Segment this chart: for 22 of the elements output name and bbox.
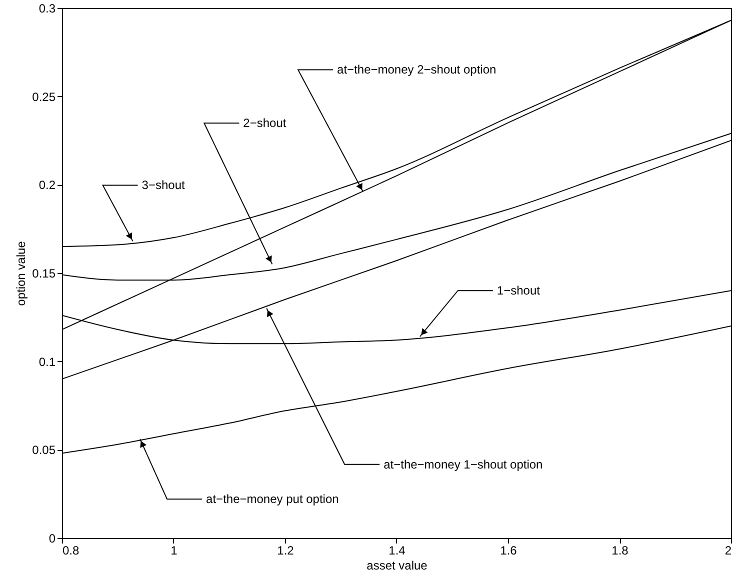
y-tick-label: 0.15 [32,266,56,280]
annotation: at−the−money 1−shout option [384,457,543,472]
x-tick-label: 1.4 [388,544,406,558]
y-tick-label: 0.05 [32,443,56,458]
x-tick-label: 1.8 [612,544,629,558]
y-axis-title: option value [14,240,28,306]
x-tick-label: 1.6 [500,544,518,558]
annotation: 1−shout [496,284,541,298]
y-tick-label: 0 [48,532,56,546]
x-tick-label: 0.8 [62,544,80,558]
annotation: 3−shout [142,178,186,192]
annotation: 2−shout [243,116,287,130]
annotation: at−the−money put option [206,492,339,506]
y-tick-label: 0.3 [38,2,56,16]
y-tick-label: 0.2 [38,178,56,192]
y-tick-label: 0.1 [38,354,56,369]
x-tick-label: 2 [724,544,732,558]
x-axis-title: asset value [366,558,428,572]
x-tick-label: 1.2 [277,544,294,558]
annotation: at−the−money 2−shout option [337,62,496,77]
y-tick-label: 0.25 [32,90,56,104]
x-tick-label: 1 [170,544,178,558]
